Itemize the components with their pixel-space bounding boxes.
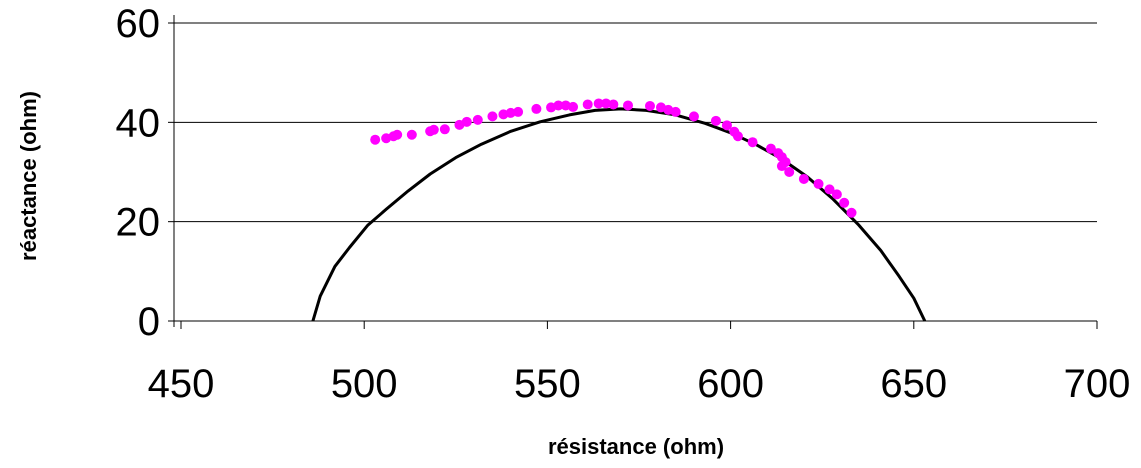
y-tick-label-40: 40 — [116, 101, 161, 145]
data-point-14 — [513, 106, 524, 117]
tick-labels: 0 20 40 60 450 500 550 600 650 700 — [116, 2, 1131, 406]
y-tick-label-60: 60 — [116, 2, 161, 46]
fitted-arc-line — [311, 107, 927, 322]
data-point-29 — [688, 111, 699, 122]
y-axis-title: réactance (ohm) — [16, 91, 41, 261]
data-point-28 — [670, 106, 681, 117]
data-point-42 — [813, 178, 824, 189]
data-point-13 — [505, 107, 516, 118]
data-point-9 — [461, 116, 472, 127]
data-point-21 — [593, 98, 604, 109]
data-point-10 — [472, 114, 483, 125]
x-tick-label-500: 500 — [331, 362, 398, 406]
x-axis-title: résistance (ohm) — [548, 434, 724, 459]
data-point-34 — [747, 137, 758, 148]
data-point-30 — [710, 115, 721, 126]
data-point-44 — [831, 189, 842, 200]
x-tick-label-450: 450 — [148, 362, 215, 406]
data-point-19 — [568, 101, 579, 112]
x-tick-label-600: 600 — [697, 362, 764, 406]
data-point-0 — [370, 134, 381, 145]
fitted-arc-series — [311, 107, 927, 322]
data-point-41 — [798, 173, 809, 184]
y-tick-label-20: 20 — [116, 201, 161, 245]
data-point-24 — [623, 100, 634, 111]
data-point-3 — [392, 129, 403, 140]
data-point-33 — [732, 131, 743, 142]
data-point-15 — [531, 103, 542, 114]
gridlines — [174, 22, 1097, 223]
data-point-17 — [553, 100, 564, 111]
y-tick-label-0: 0 — [138, 300, 160, 344]
x-tick-label-550: 550 — [514, 362, 581, 406]
data-point-4 — [406, 129, 417, 140]
data-point-22 — [601, 98, 612, 109]
data-point-31 — [721, 120, 732, 131]
data-point-11 — [487, 111, 498, 122]
data-point-23 — [608, 99, 619, 110]
data-point-43 — [824, 184, 835, 195]
data-point-7 — [439, 124, 450, 135]
x-tick-label-700: 700 — [1064, 362, 1131, 406]
data-point-45 — [839, 197, 850, 208]
data-point-25 — [644, 100, 655, 111]
axes — [168, 15, 1098, 329]
data-point-46 — [846, 207, 857, 218]
data-point-35 — [765, 143, 776, 154]
data-point-6 — [428, 124, 439, 135]
data-point-39 — [776, 161, 787, 172]
x-tick-label-650: 650 — [880, 362, 947, 406]
data-point-40 — [784, 167, 795, 177]
data-point-20 — [582, 99, 593, 110]
measured-points-series — [370, 98, 857, 218]
